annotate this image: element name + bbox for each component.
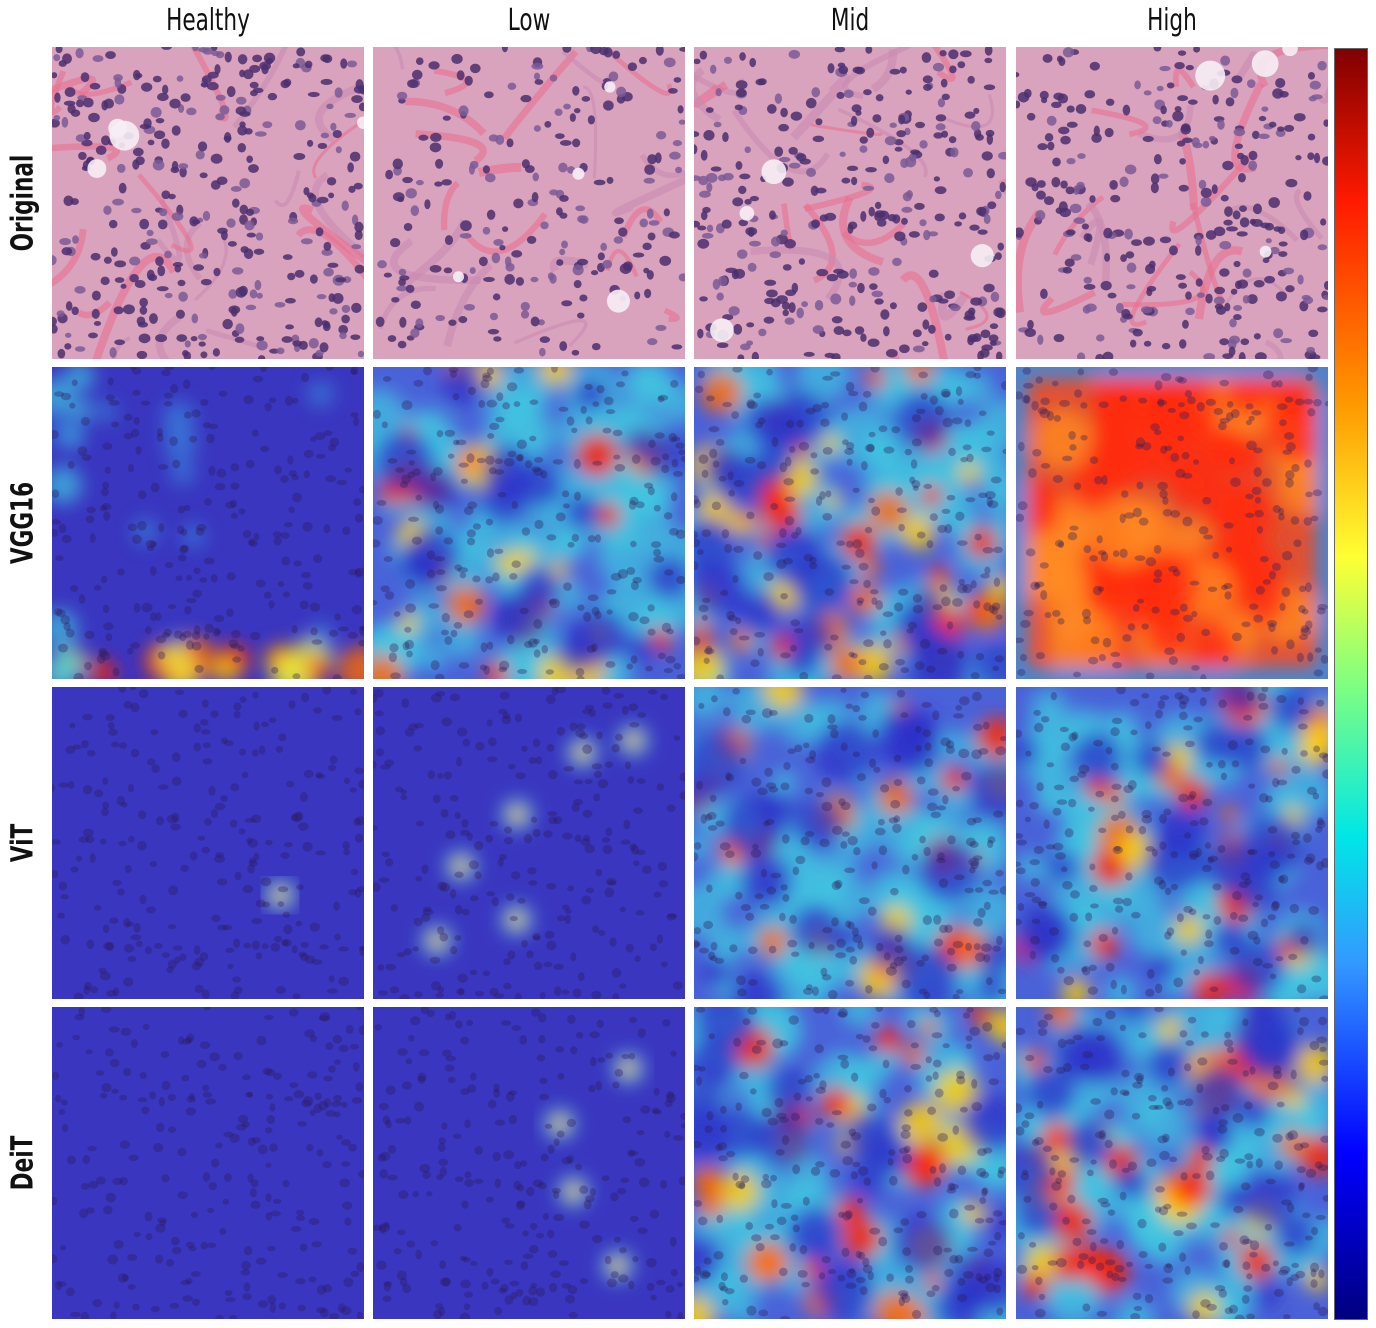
row-title-original: Original (5, 154, 41, 252)
panel-deit-healthy (52, 1007, 364, 1319)
panel-deit-high (1016, 1007, 1328, 1319)
column-title-high: High (1147, 3, 1197, 38)
panel-original-healthy (52, 47, 364, 359)
panel-vgg16-low (373, 367, 685, 679)
panel-vit-mid (694, 687, 1006, 999)
column-title-low: Low (507, 3, 551, 38)
colorbar (1334, 48, 1368, 1320)
column-title-mid: Mid (830, 3, 870, 38)
panel-deit-low (373, 1007, 685, 1319)
column-title-healthy: Healthy (166, 3, 250, 38)
panel-vgg16-healthy (52, 367, 364, 679)
row-title-vit: ViT (5, 823, 41, 863)
row-title-deit: DeiT (5, 1135, 41, 1191)
panel-deit-mid (694, 1007, 1006, 1319)
panel-vit-low (373, 687, 685, 999)
panel-original-high (1016, 47, 1328, 359)
panel-original-mid (694, 47, 1006, 359)
panel-vgg16-high (1016, 367, 1328, 679)
panel-original-low (373, 47, 685, 359)
panel-vgg16-mid (694, 367, 1006, 679)
panel-vit-high (1016, 687, 1328, 999)
row-title-vgg16: VGG16 (5, 481, 41, 565)
panel-vit-healthy (52, 687, 364, 999)
